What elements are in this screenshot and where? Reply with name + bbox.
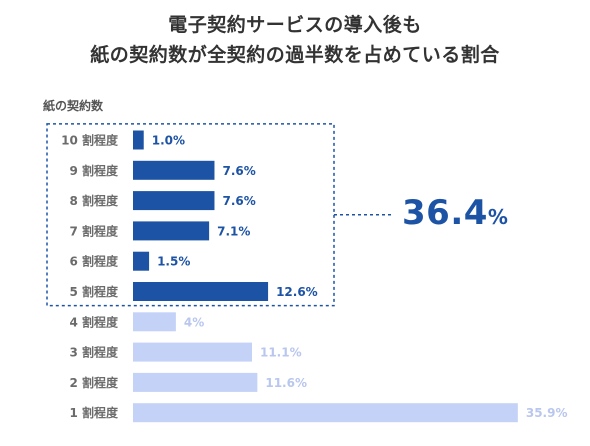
data-label: 7.6% — [222, 194, 255, 208]
y-tick-label: 6 割程度 — [69, 254, 119, 269]
data-label: 1.0% — [152, 134, 185, 148]
highlight-total-value: 36.4 — [402, 193, 488, 233]
y-axis-label: 紙の契約数 — [43, 99, 104, 113]
bar — [133, 403, 518, 423]
data-label: 12.6% — [276, 285, 318, 299]
y-tick-label: 2 割程度 — [69, 375, 119, 390]
y-tick-label: 1 割程度 — [69, 405, 119, 420]
y-tick-label: 7 割程度 — [69, 223, 119, 238]
y-tick-label: 9 割程度 — [69, 163, 119, 178]
data-label: 1.5% — [157, 255, 190, 269]
bar — [133, 282, 269, 301]
bar — [133, 342, 252, 362]
y-tick-label: 4 割程度 — [69, 314, 119, 329]
bar — [133, 160, 215, 180]
highlight-total: 36.4% — [402, 193, 508, 233]
chart-title-line-1: 電子契約サービスの導入後も — [168, 14, 422, 36]
data-label: 35.9% — [526, 406, 568, 420]
bar — [133, 251, 150, 271]
y-tick-label: 5 割程度 — [69, 284, 119, 299]
data-label: 11.1% — [260, 346, 302, 360]
bar — [133, 221, 210, 241]
bar — [133, 130, 144, 150]
bar — [133, 191, 215, 211]
bar — [133, 372, 258, 392]
chart-title-line-2: 紙の契約数が全契約の過半数を占めている割合 — [90, 44, 500, 66]
bar — [133, 312, 176, 332]
y-tick-label: 8 割程度 — [69, 193, 119, 208]
data-label: 4% — [184, 315, 204, 329]
data-label: 7.6% — [222, 164, 255, 178]
highlight-bracket — [46, 123, 335, 307]
y-tick-label: 10 割程度 — [61, 133, 119, 148]
highlight-total-unit: % — [487, 205, 508, 229]
y-tick-label: 3 割程度 — [69, 345, 119, 360]
data-label: 11.6% — [265, 376, 307, 390]
data-label: 7.1% — [217, 224, 250, 238]
